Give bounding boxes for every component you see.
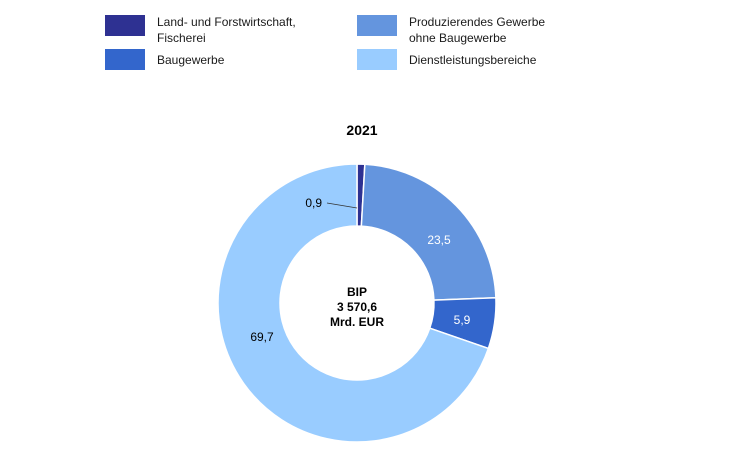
center-label-unit: Mrd. EUR	[330, 315, 384, 329]
legend-item-land-forst: Land- und Forstwirtschaft, Fischerei	[105, 15, 307, 46]
donut-slices	[217, 163, 497, 443]
legend-swatch-produzierendes	[357, 15, 397, 36]
legend-swatch-baugewerbe	[105, 49, 145, 70]
chart-title: 2021	[346, 122, 377, 138]
legend-swatch-dienstleistung	[357, 49, 397, 70]
center-label-bip: BIP	[347, 285, 367, 299]
data-label-land-forst: 0,9	[305, 196, 322, 210]
center-label-value: 3 570,6	[337, 300, 377, 314]
legend: Land- und Forstwirtschaft, Fischerei Pro…	[0, 0, 732, 80]
data-label-dienstleistung: 69,7	[250, 330, 274, 344]
legend-label-produzierendes: Produzierendes Gewerbe ohne Baugewerbe	[409, 15, 546, 45]
legend-item-baugewerbe: Baugewerbe	[105, 49, 307, 70]
legend-item-produzierendes: Produzierendes Gewerbe ohne Baugewerbe	[357, 15, 559, 46]
legend-swatch-land-forst	[105, 15, 145, 36]
legend-item-dienstleistung: Dienstleistungsbereiche	[357, 49, 559, 70]
leader-line-land-forst	[326, 202, 358, 209]
data-label-baugewerbe: 5,9	[454, 313, 471, 327]
donut-slice-dienstleistung	[217, 163, 490, 443]
donut-slice-produzierendes	[360, 163, 497, 301]
legend-label-dienstleistung: Dienstleistungsbereiche	[409, 53, 537, 67]
legend-label-land-forst: Land- und Forstwirtschaft, Fischerei	[157, 15, 296, 45]
data-label-produzierendes: 23,5	[427, 233, 451, 247]
legend-label-baugewerbe: Baugewerbe	[157, 53, 225, 67]
